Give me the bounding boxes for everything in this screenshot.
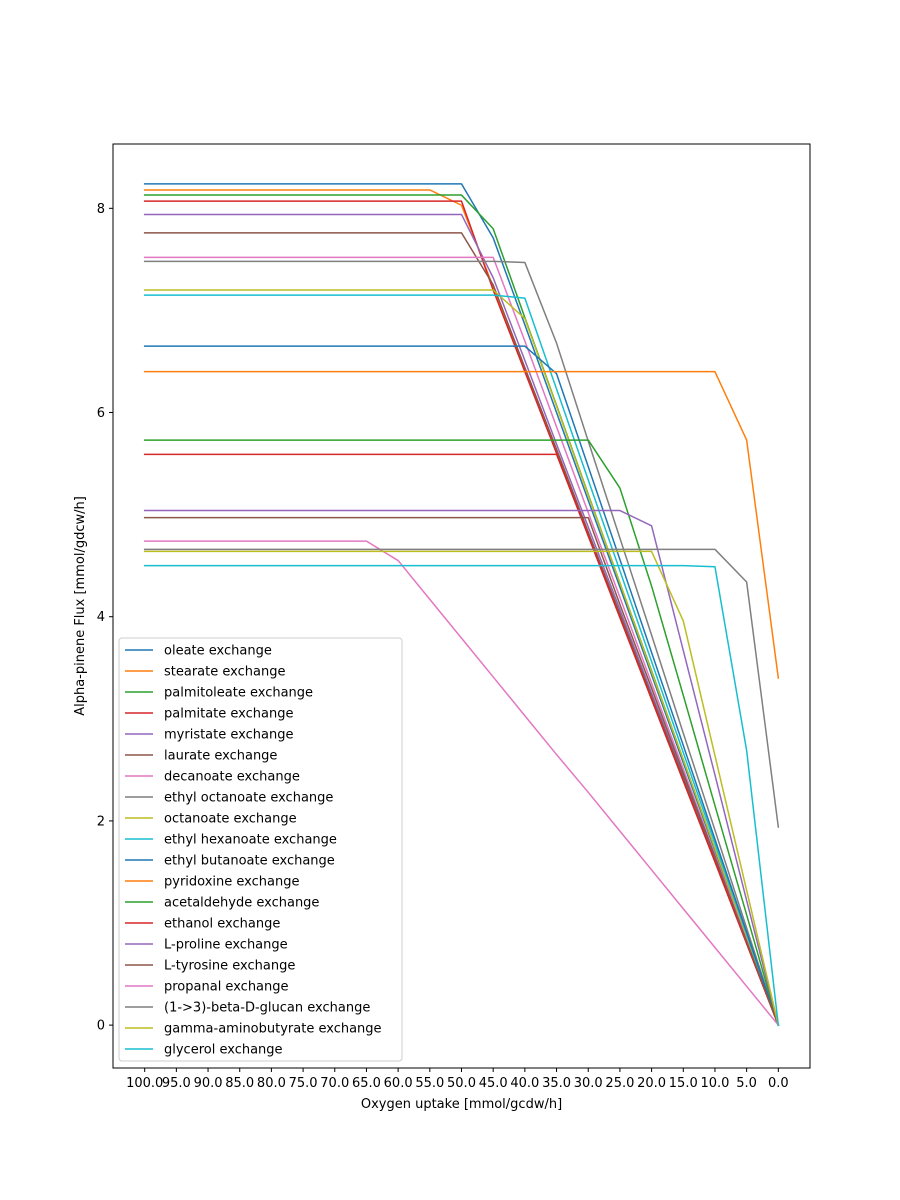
legend-label: palmitoleate exchange [164, 686, 313, 701]
series-line-15 [143, 509, 780, 1027]
series-line-16 [143, 516, 780, 1027]
y-axis-label: Alpha-pinene Flux [mmol/gdcw/h] [73, 496, 88, 716]
legend-label: myristate exchange [164, 728, 293, 743]
x-tick-label: 90.0 [194, 1076, 223, 1091]
legend-label: laurate exchange [164, 749, 277, 764]
x-tick-label: 0.0 [768, 1076, 789, 1091]
series-line-14 [143, 453, 780, 1027]
series-line-8 [143, 260, 780, 1027]
y-tick-label: 8 [97, 202, 105, 217]
legend-label: glycerol exchange [164, 1043, 283, 1058]
x-tick-label: 80.0 [257, 1076, 286, 1091]
legend-label: ethanol exchange [164, 917, 280, 932]
x-tick-label: 55.0 [415, 1076, 444, 1091]
series-line-9 [143, 289, 780, 1027]
legend-label: oleate exchange [164, 644, 272, 659]
series-line-7 [143, 256, 780, 1027]
series-line-6 [143, 232, 780, 1027]
legend-label: gamma-aminobutyrate exchange [164, 1022, 382, 1037]
x-tick-label: 95.0 [162, 1076, 191, 1091]
series-line-17 [143, 540, 780, 1027]
legend-label: pyridoxine exchange [164, 875, 299, 890]
legend-label: palmitate exchange [164, 707, 293, 722]
series-line-1 [143, 183, 780, 1027]
legend-label: ethyl butanoate exchange [164, 854, 335, 869]
legend-label: (1->3)-beta-D-glucan exchange [164, 1001, 370, 1016]
x-tick-label: 5.0 [736, 1076, 757, 1091]
y-axis-ticks: 0 2 4 6 8 [97, 202, 113, 1034]
x-tick-label: 25.0 [605, 1076, 634, 1091]
legend-label: octanoate exchange [164, 812, 297, 827]
x-tick-label: 35.0 [542, 1076, 571, 1091]
series-line-10 [143, 294, 780, 1027]
x-tick-label: 65.0 [352, 1076, 381, 1091]
x-tick-label: 60.0 [384, 1076, 413, 1091]
y-tick-label: 2 [97, 814, 105, 829]
x-tick-label: 75.0 [289, 1076, 318, 1091]
x-tick-label: 50.0 [447, 1076, 476, 1091]
legend-label: acetaldehyde exchange [164, 896, 319, 911]
x-tick-label: 30.0 [574, 1076, 603, 1091]
series-line-12 [143, 370, 780, 679]
x-tick-label: 85.0 [225, 1076, 254, 1091]
y-tick-label: 6 [97, 406, 105, 421]
x-tick-label: 20.0 [637, 1076, 666, 1091]
legend-label: L-tyrosine exchange [164, 959, 295, 974]
series-line-5 [143, 213, 780, 1027]
x-axis-label: Oxygen uptake [mmol/gcdw/h] [361, 1097, 562, 1112]
x-tick-label: 10.0 [700, 1076, 729, 1091]
x-tick-label: 15.0 [669, 1076, 698, 1091]
legend-label: propanal exchange [164, 980, 289, 995]
x-tick-label: 70.0 [320, 1076, 349, 1091]
legend-box [118, 637, 403, 1062]
series-line-13 [143, 439, 780, 1027]
x-tick-label: 100.0 [126, 1076, 163, 1091]
x-tick-label: 45.0 [479, 1076, 508, 1091]
series-line-18 [143, 548, 780, 828]
series-line-19 [143, 550, 780, 1027]
x-tick-label: 40.0 [510, 1076, 539, 1091]
series-line-11 [143, 345, 780, 1027]
series-line-20 [143, 564, 780, 1026]
legend-label: decanoate exchange [164, 770, 300, 785]
legend: oleate exchange stearate exchange palmitol… [118, 637, 403, 1062]
series-layer [143, 183, 780, 1027]
y-tick-label: 0 [97, 1019, 105, 1034]
y-tick-label: 4 [97, 610, 105, 625]
legend-label: L-proline exchange [164, 938, 288, 953]
legend-label: stearate exchange [164, 665, 285, 680]
x-axis-ticks: 100.095.0 90.0 85.0 80.0 75.0 70.0 65.0 60.0 55.… [126, 1068, 789, 1091]
legend-label: ethyl hexanoate exchange [164, 833, 337, 848]
legend-label: ethyl octanoate exchange [164, 791, 333, 806]
